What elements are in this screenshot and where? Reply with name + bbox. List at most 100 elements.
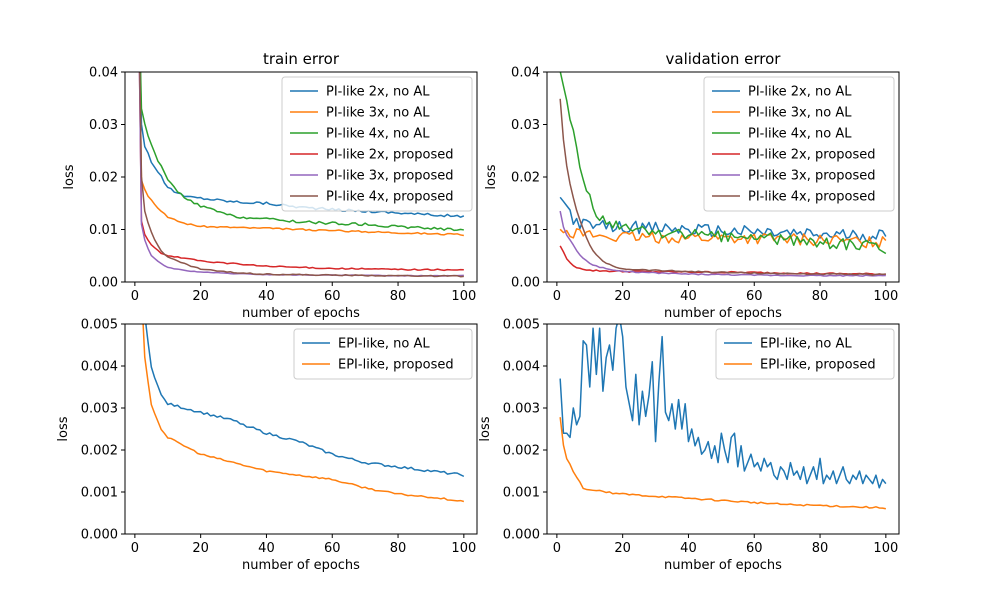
x-tick-label: 0 xyxy=(553,541,561,556)
legend-box xyxy=(715,328,895,380)
legend-label: PI-like 3x, proposed xyxy=(748,169,876,184)
y-tick-label: 0.04 xyxy=(511,66,540,81)
y-tick-label: 0.03 xyxy=(511,118,540,133)
legend-label: PI-like 4x, no AL xyxy=(748,127,852,142)
x-axis-label: number of epochs xyxy=(242,306,360,321)
legend-label: EPI-like, no AL xyxy=(760,337,852,352)
x-tick-label: 0 xyxy=(131,541,139,556)
y-axis-label: loss xyxy=(62,164,77,189)
x-tick-label: 40 xyxy=(680,289,697,304)
x-tick-label: 60 xyxy=(324,289,341,304)
x-tick-label: 100 xyxy=(451,289,476,304)
series-line-2 xyxy=(139,72,464,237)
x-tick-label: 80 xyxy=(390,541,407,556)
legend: PI-like 2x, no AL PI-like 3x, no AL PI-lik… xyxy=(703,76,895,212)
legend: EPI-like, no AL EPI-like, proposed xyxy=(715,328,895,380)
legend-label: PI-like 2x, no AL xyxy=(326,85,430,100)
legend-box xyxy=(703,76,895,212)
y-tick-label: 0.001 xyxy=(503,486,540,501)
subplot-4: 0 20 40 60 80 100 0.000 0.001 0.002 0.003 0.004 0.0… xyxy=(478,318,900,573)
series-group xyxy=(559,72,887,277)
x-tick-label: 60 xyxy=(746,289,763,304)
subplot-3: 0 20 40 60 80 100 0.000 0.001 0.002 0.003 0.004 0.0… xyxy=(56,318,478,573)
series-line-1 xyxy=(559,324,887,489)
x-tick-label: 60 xyxy=(746,541,763,556)
subplot-1: 0 20 40 60 80 100 0.00 0.01 0.02 0.03 0.04 train er… xyxy=(62,50,478,321)
y-tick-label: 0.003 xyxy=(503,402,540,417)
y-tick-label: 0.000 xyxy=(81,528,118,543)
x-tick-label: 100 xyxy=(873,541,898,556)
series-line-4 xyxy=(559,245,886,276)
chart-title: train error xyxy=(263,50,340,68)
legend: EPI-like, no AL EPI-like, proposed xyxy=(293,328,473,380)
series-line-6 xyxy=(139,72,464,278)
series-line-2 xyxy=(559,417,886,510)
legend-label: PI-like 4x, no AL xyxy=(326,127,430,142)
legend-label: PI-like 2x, proposed xyxy=(326,148,454,163)
y-axis-label: loss xyxy=(484,164,499,189)
x-axis-label: number of epochs xyxy=(664,306,782,321)
legend-label: PI-like 2x, no AL xyxy=(748,85,852,100)
x-tick-label: 20 xyxy=(192,289,209,304)
legend-label: PI-like 3x, no AL xyxy=(748,106,852,121)
legend-label: EPI-like, proposed xyxy=(338,358,454,373)
y-axis-label: loss xyxy=(478,416,493,441)
y-axis-label: loss xyxy=(56,416,71,441)
x-axis-label: number of epochs xyxy=(242,558,360,573)
y-tick-label: 0.005 xyxy=(503,318,540,333)
legend-label: PI-like 3x, proposed xyxy=(326,169,454,184)
x-axis-label: number of epochs xyxy=(664,558,782,573)
subplot-2: 0 20 40 60 80 100 0.00 0.01 0.02 0.03 0.04 validati… xyxy=(484,50,900,321)
axes-frame xyxy=(124,323,478,535)
series-line-3 xyxy=(559,72,887,255)
series-line-5 xyxy=(559,210,886,277)
series-line-4 xyxy=(138,72,464,272)
legend-label: PI-like 2x, proposed xyxy=(748,148,876,163)
series-group xyxy=(559,324,887,510)
series-line-2 xyxy=(142,324,465,503)
y-tick-label: 0.02 xyxy=(511,171,540,186)
x-tick-label: 80 xyxy=(812,289,829,304)
y-tick-label: 0.002 xyxy=(503,444,540,459)
series-line-1 xyxy=(559,196,887,242)
x-tick-label: 80 xyxy=(390,289,407,304)
y-tick-label: 0.02 xyxy=(89,171,118,186)
y-tick-label: 0.001 xyxy=(81,486,118,501)
y-tick-label: 0.003 xyxy=(81,402,118,417)
series-line-6 xyxy=(559,98,886,276)
legend-box xyxy=(281,76,473,212)
x-tick-label: 40 xyxy=(258,289,275,304)
x-tick-label: 20 xyxy=(192,541,209,556)
chart-title: validation error xyxy=(666,50,782,68)
y-tick-label: 0.04 xyxy=(89,66,118,81)
x-tick-label: 20 xyxy=(614,289,631,304)
y-tick-label: 0.00 xyxy=(511,276,540,291)
series-group xyxy=(142,324,465,503)
y-tick-label: 0.01 xyxy=(511,223,540,238)
x-tick-label: 0 xyxy=(131,289,139,304)
legend-label: EPI-like, no AL xyxy=(338,337,430,352)
legend-label: PI-like 3x, no AL xyxy=(326,106,430,121)
x-tick-label: 0 xyxy=(553,289,561,304)
axes-frame xyxy=(546,323,900,535)
y-tick-label: 0.005 xyxy=(81,318,118,333)
legend-box xyxy=(293,328,473,380)
y-tick-label: 0.002 xyxy=(81,444,118,459)
y-tick-label: 0.00 xyxy=(89,276,118,291)
legend: PI-like 2x, no AL PI-like 3x, no AL PI-lik… xyxy=(281,76,473,212)
y-tick-label: 0.01 xyxy=(89,223,118,238)
y-tick-label: 0.000 xyxy=(503,528,540,543)
x-tick-label: 100 xyxy=(451,541,476,556)
x-tick-label: 40 xyxy=(680,541,697,556)
legend-label: PI-like 4x, proposed xyxy=(326,190,454,205)
y-tick-label: 0.004 xyxy=(503,360,540,375)
series-line-1 xyxy=(145,324,465,478)
x-tick-label: 40 xyxy=(258,541,275,556)
x-tick-label: 80 xyxy=(812,541,829,556)
x-tick-label: 60 xyxy=(324,541,341,556)
legend-label: EPI-like, proposed xyxy=(760,358,876,373)
x-tick-label: 20 xyxy=(614,541,631,556)
series-line-3 xyxy=(139,72,464,232)
y-tick-label: 0.004 xyxy=(81,360,118,375)
